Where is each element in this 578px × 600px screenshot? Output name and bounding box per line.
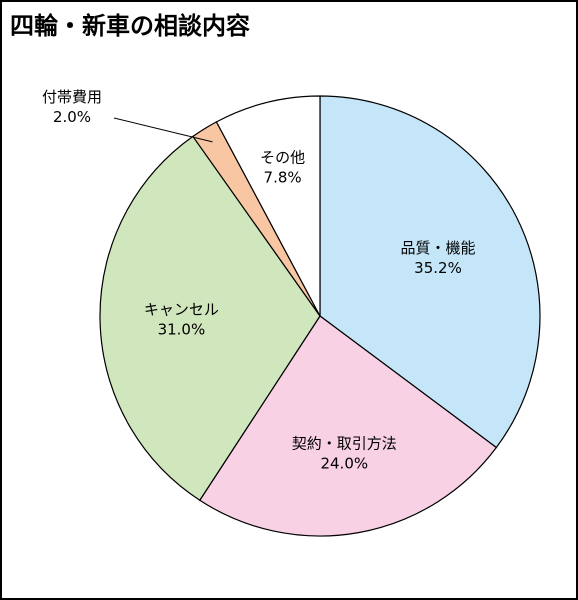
pie-slice bbox=[99, 135, 321, 502]
chart-title: 四輪・新車の相談内容 bbox=[10, 12, 250, 40]
slice-value-label: 2.0% bbox=[53, 108, 91, 126]
leader-line bbox=[113, 117, 213, 143]
slice-label: 付帯費用 bbox=[42, 88, 102, 106]
slice-label: キャンセル bbox=[144, 301, 219, 319]
slice-label: 契約・取引方法 bbox=[292, 435, 397, 453]
slice-value-label: 31.0% bbox=[158, 321, 206, 339]
slice-value-label: 24.0% bbox=[320, 455, 368, 473]
slice-value-label: 35.2% bbox=[414, 259, 462, 277]
slice-label: その他 bbox=[260, 149, 305, 167]
slice-label: 品質・機能 bbox=[400, 239, 475, 257]
slice-value-label: 7.8% bbox=[264, 169, 302, 187]
pie-slice bbox=[215, 95, 321, 317]
pie-slice bbox=[198, 315, 498, 537]
pie-slice bbox=[319, 95, 541, 449]
